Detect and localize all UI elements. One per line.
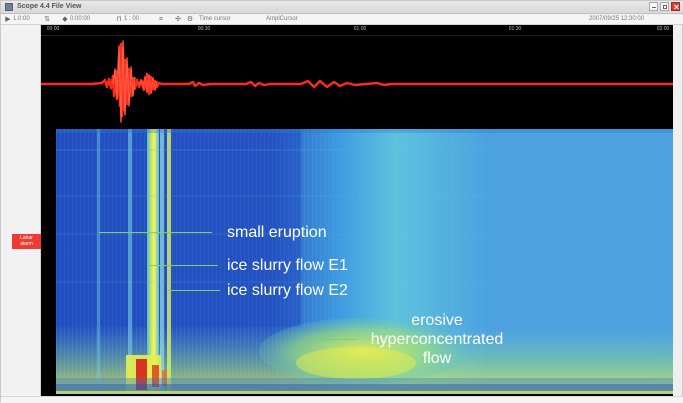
time-value[interactable]: 0:00:00 xyxy=(70,16,91,22)
app-icon xyxy=(5,3,13,11)
time-tick-label: 01:30 xyxy=(508,26,522,32)
erosive-flow-line xyxy=(309,339,357,340)
time-axis: 00:00 00:30 01:00 01:30 02:00 xyxy=(41,25,673,36)
status-strip xyxy=(1,396,683,403)
toolbar: ▶ 1.0:00 ⇅ ◆ 0:00:00 ⊓ 1 : 00 ⌗ ✣ ⚙ Time… xyxy=(1,15,683,25)
mode-value[interactable]: Time cursor xyxy=(199,16,231,22)
timestamp-readout: 2007/09/25 12:30:00 xyxy=(589,16,645,22)
maximize-icon[interactable] xyxy=(660,2,669,11)
title-bar: Scope 4.4 File View xyxy=(1,1,683,14)
time-tick-label: 02:00 xyxy=(656,26,670,32)
seismogram-plot xyxy=(41,36,673,127)
window-controls xyxy=(649,2,680,11)
erosive-flow-label: erosive hyperconcentrated flow xyxy=(355,311,519,368)
seismic-aftershock xyxy=(138,74,158,94)
gear-icon[interactable]: ⚙ xyxy=(186,16,194,23)
play-icon[interactable]: ▶ xyxy=(5,16,11,23)
time-tick-label: 01:00 xyxy=(353,26,367,32)
spectrogram-plot xyxy=(56,129,673,394)
marker-icon[interactable]: ⊓ xyxy=(116,16,122,23)
amplitude-value[interactable]: AmplCursor xyxy=(266,16,298,22)
zoom-icon[interactable]: ⇅ xyxy=(44,16,50,23)
time-tick-label: 00:30 xyxy=(197,26,211,32)
erosive-label-line-1: erosive xyxy=(411,312,463,329)
signal-viewer[interactable]: 00:00 00:30 01:00 01:30 02:00 xyxy=(41,25,673,396)
ice-slurry-e2-label: ice slurry flow E2 xyxy=(227,282,348,299)
channel-panel: Lahar alarm xyxy=(1,25,41,396)
ice-slurry-e2-line xyxy=(167,290,220,291)
cursor-icon[interactable]: ◆ xyxy=(62,16,68,23)
small-eruption-line xyxy=(99,232,212,233)
small-eruption-label: small eruption xyxy=(227,224,327,241)
zoom-value[interactable]: 1.0:00 xyxy=(13,16,30,22)
erosive-label-line-2: hyperconcentrated xyxy=(370,331,504,348)
time-tick-label: 00:00 xyxy=(46,26,60,32)
erosive-label-line-3: flow xyxy=(422,350,452,367)
scale-value[interactable]: 1 : 00 xyxy=(124,16,140,22)
seismic-burst xyxy=(112,40,136,123)
minimize-icon[interactable] xyxy=(649,2,658,11)
ice-slurry-e1-label: ice slurry flow E1 xyxy=(227,257,348,274)
window-title: Scope 4.4 File View xyxy=(17,3,82,10)
spectrogram-panel[interactable]: small eruption ice slurry flow E1 ice sl… xyxy=(56,129,673,394)
settings-icon[interactable]: ✣ xyxy=(175,16,181,23)
status-badge[interactable]: Lahar alarm xyxy=(12,234,41,249)
seismic-trace xyxy=(41,42,673,118)
close-icon[interactable] xyxy=(671,2,680,11)
grid-icon[interactable]: ⌗ xyxy=(159,16,163,23)
ice-slurry-e1-line xyxy=(147,265,218,266)
seismogram-panel[interactable] xyxy=(41,36,673,127)
